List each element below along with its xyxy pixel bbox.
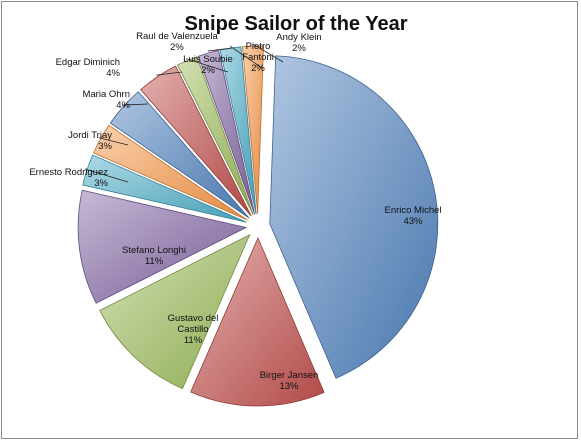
- pie-slice-jordi-triay: [93, 124, 248, 221]
- leader-line: [156, 71, 183, 76]
- pie-slice-maria-ohrn: [109, 91, 250, 219]
- pie-slice-luis-soubie: [176, 56, 254, 216]
- data-label-raul-de-valenzuela: Raul de Valenzuela 2%: [136, 31, 218, 53]
- pie-slice-andy-klein: [242, 45, 264, 215]
- pie-slice-raul-de-valenzuela: [197, 49, 256, 215]
- pie-slice-stefano-longhi: [77, 189, 248, 304]
- leader-line: [252, 43, 284, 63]
- data-label-jordi-triay: Jordi Triay 3%: [68, 130, 112, 152]
- data-label-andy-klein: Andy Klein 2%: [276, 32, 321, 54]
- data-label-pietro-fantoni: Pietro Fantoni 2%: [242, 41, 274, 74]
- data-label-maria-ohrn: Maria Ohrn 4%: [82, 89, 130, 111]
- pie-slice-enrico-michel: [269, 55, 439, 379]
- data-label-ernesto-rodriguez: Ernesto Rodriguez 3%: [29, 167, 108, 189]
- data-label-gustavo-del-castillo: Gustavo del Castillo 11%: [168, 313, 219, 346]
- pie-slice-gustavo-del-castillo: [99, 233, 251, 390]
- chart-title: Snipe Sailor of the Year: [184, 13, 407, 35]
- leader-line: [98, 137, 129, 146]
- data-label-luis-soubie: Luis Soubie 2%: [183, 54, 233, 76]
- leader-line: [84, 168, 129, 183]
- leader-line: [186, 58, 229, 73]
- data-label-birger-jansen: Birger Jansen 13%: [260, 370, 319, 392]
- leader-line: [207, 47, 233, 52]
- leader-line: [229, 45, 263, 69]
- data-label-edgar-diminich: Edgar Diminich 4%: [56, 57, 121, 79]
- data-label-stefano-longhi: Stefano Longhi 11%: [122, 245, 186, 267]
- pie-slice-edgar-diminich: [140, 65, 252, 217]
- data-label-enrico-michel: Enrico Michel 43%: [384, 205, 441, 227]
- pie-slice-birger-jansen: [190, 236, 325, 407]
- leader-line: [121, 103, 149, 106]
